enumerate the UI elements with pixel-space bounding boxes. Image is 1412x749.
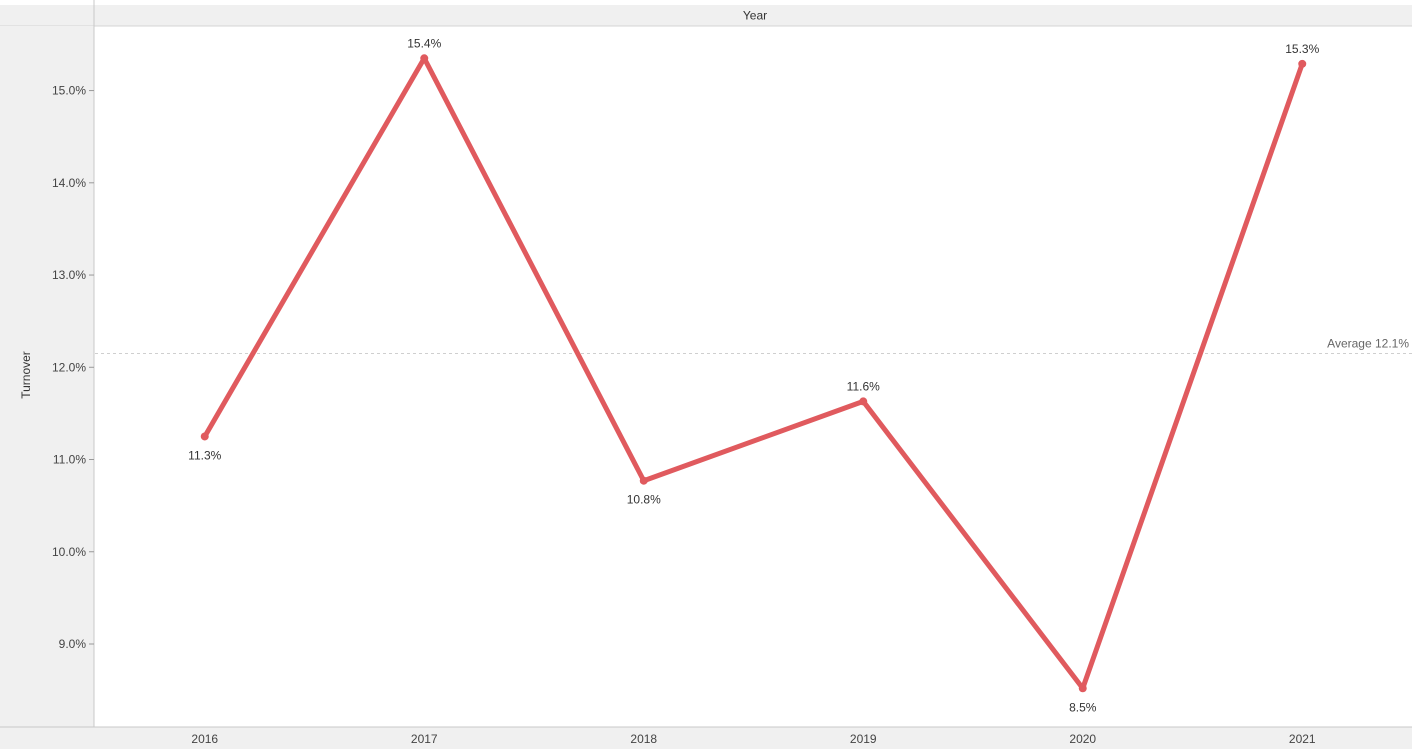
turnover-series-line — [202, 55, 1305, 691]
data-label: 15.4% — [407, 36, 441, 50]
column-header-label: Year — [743, 9, 767, 23]
y-tick-layer: 9.0% 10.0% 11.0% 12.0% 13.0% 14.0% 15.0% — [52, 84, 94, 651]
x-tick-label: 2019 — [850, 732, 877, 746]
data-point[interactable] — [639, 476, 648, 485]
x-tick-label: 2016 — [191, 732, 218, 746]
data-point[interactable] — [420, 54, 429, 63]
data-label: 11.3% — [188, 448, 221, 462]
y-axis-panel — [0, 26, 94, 727]
y-axis-label: Turnover — [19, 351, 33, 399]
data-label: 8.5% — [1069, 700, 1097, 714]
column-header-band — [0, 5, 1412, 26]
x-tick-label: 2020 — [1069, 732, 1096, 746]
average-reference-label: Average 12.1% — [1327, 336, 1409, 350]
x-tick-label: 2018 — [630, 732, 657, 746]
x-tick-layer: 2016 2017 2018 2019 2020 2021 — [191, 732, 1316, 746]
y-tick-label: 12.0% — [52, 360, 86, 374]
y-tick-label: 14.0% — [52, 176, 86, 190]
data-label: 10.8% — [627, 493, 661, 507]
y-tick-label: 10.0% — [52, 545, 86, 559]
data-point[interactable] — [859, 397, 868, 406]
series-layer — [200, 54, 1307, 693]
y-tick-label: 9.0% — [59, 637, 87, 651]
data-label: 15.3% — [1285, 42, 1319, 56]
x-tick-label: 2017 — [411, 732, 438, 746]
y-tick-label: 13.0% — [52, 268, 86, 282]
data-point[interactable] — [200, 432, 209, 441]
reference-line-layer: Average 12.1% — [95, 336, 1412, 354]
data-label: 11.6% — [847, 379, 880, 393]
x-axis-panel — [0, 727, 1412, 749]
x-tick-label: 2021 — [1289, 732, 1316, 746]
y-tick-label: 15.0% — [52, 84, 86, 98]
data-point[interactable] — [1298, 59, 1307, 68]
data-label-layer: 11.3% 15.4% 10.8% 11.6% 8.5% 15.3% — [188, 36, 1319, 714]
y-tick-label: 11.0% — [53, 453, 86, 467]
data-point[interactable] — [1078, 684, 1087, 693]
